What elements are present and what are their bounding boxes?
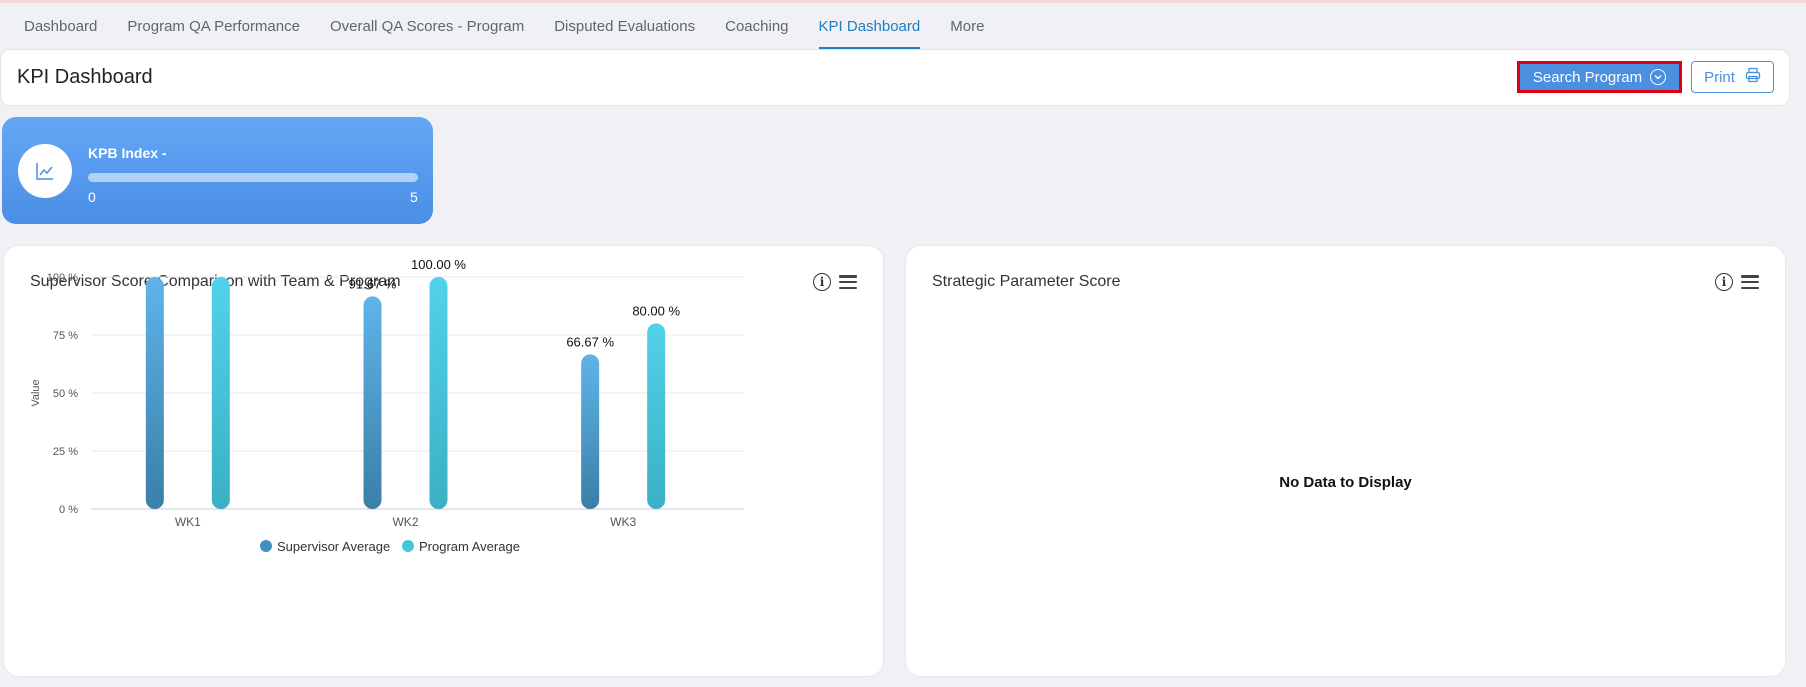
y-tick-label: 0 % (59, 504, 78, 516)
data-label: 80.00 % (632, 303, 680, 318)
y-tick-label: 50 % (53, 388, 78, 400)
top-accent-line (0, 0, 1806, 3)
x-tick-label: WK1 (175, 515, 201, 529)
strategic-parameter-panel: Strategic Parameter Score i No Data to D… (905, 245, 1786, 677)
tab-dashboard[interactable]: Dashboard (24, 17, 98, 35)
bar (211, 277, 230, 509)
kpb-title: KPB Index - (88, 145, 167, 161)
y-tick-label: 100 % (47, 272, 78, 284)
bar (429, 277, 448, 509)
kpb-progress-bar (88, 173, 418, 182)
printer-icon (1745, 67, 1761, 87)
supervisor-score-panel: Supervisor Score Comparison with Team & … (3, 245, 884, 677)
print-label: Print (1704, 68, 1735, 86)
tab-coaching[interactable]: Coaching (725, 17, 789, 35)
supervisor-bar-chart: 0 % 25 % 50 % 75 % 100 % Value WK1 WK2 91.67 % 10… (30, 257, 744, 554)
data-label: 100.00 % (411, 257, 466, 272)
x-tick-label: WK3 (610, 515, 636, 529)
panel-tools: i (813, 273, 857, 291)
info-icon[interactable]: i (1715, 273, 1733, 291)
kpb-index-card: KPB Index - 0 5 (2, 117, 433, 224)
menu-icon[interactable] (1741, 275, 1759, 289)
data-label: 66.67 % (566, 334, 614, 349)
x-tick-label: WK2 (392, 515, 418, 529)
kpb-max-value: 5 (410, 189, 418, 205)
tab-program-qa-performance[interactable]: Program QA Performance (127, 17, 300, 35)
data-label: 91.67 % (349, 276, 397, 291)
search-program-button[interactable]: Search Program (1517, 61, 1682, 93)
y-tick-label: 25 % (53, 446, 78, 458)
line-chart-icon (18, 144, 72, 198)
legend-marker (402, 540, 414, 552)
legend-marker (260, 540, 272, 552)
bar (647, 323, 666, 509)
tab-kpi-dashboard[interactable]: KPI Dashboard (807, 3, 933, 49)
menu-icon[interactable] (839, 275, 857, 289)
legend-label: Supervisor Average (277, 539, 390, 554)
top-nav: Dashboard Program QA Performance Overall… (0, 3, 1806, 49)
no-data-message: No Data to Display (1279, 474, 1412, 491)
search-program-label: Search Program (1532, 68, 1643, 86)
kpb-min-value: 0 (88, 189, 96, 205)
strategic-parameter-title: Strategic Parameter Score (932, 273, 1121, 290)
print-button[interactable]: Print (1691, 61, 1774, 93)
y-axis-label: Value (30, 379, 42, 406)
tab-overall-qa-scores-program[interactable]: Overall QA Scores - Program (329, 17, 525, 35)
chevron-down-icon (1650, 69, 1667, 85)
bar (581, 354, 600, 509)
panel-tools: i (1715, 273, 1759, 291)
y-tick-label: 75 % (53, 330, 78, 342)
page-header: KPI Dashboard Search Program Print (0, 49, 1790, 106)
page-title: KPI Dashboard (17, 66, 153, 88)
bar (363, 296, 382, 509)
tab-disputed-evaluations[interactable]: Disputed Evaluations (554, 17, 696, 35)
legend-label: Program Average (419, 539, 520, 554)
bar (145, 277, 164, 509)
info-icon[interactable]: i (813, 273, 831, 291)
tab-more[interactable]: More (950, 17, 985, 35)
